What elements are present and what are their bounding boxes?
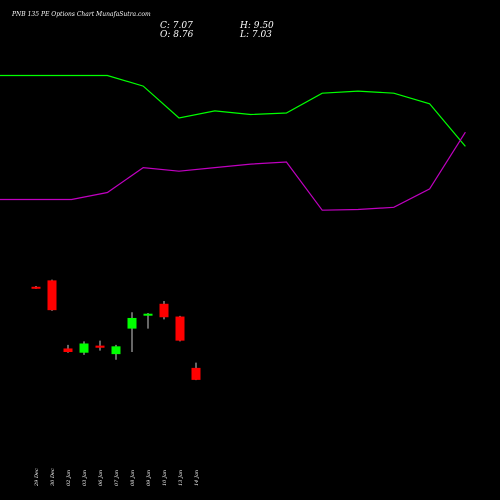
x-tick-label: 09 Jan [146, 470, 152, 486]
candle-06-jan [95, 340, 105, 351]
lower-band-line [0, 131, 466, 211]
candle-body [159, 303, 169, 318]
upper-band-line [0, 74, 466, 147]
x-tick-label: 14 Jan [194, 470, 200, 486]
x-tick-label: 03 Jan [82, 470, 88, 486]
open-value: O: 8.76 [160, 30, 194, 40]
low-value: L: 7.03 [239, 30, 272, 40]
candle-body [143, 313, 153, 316]
indicator-bands [0, 74, 466, 211]
candle-07-jan [111, 344, 121, 360]
x-tick-label: 02 Jan [66, 470, 72, 486]
candle-02-jan [63, 344, 73, 353]
candle-30-dec [47, 279, 57, 311]
candle-13-jan [175, 315, 185, 342]
x-tick-label: 13 Jan [178, 470, 184, 486]
candle-body [127, 317, 137, 329]
candle-14-jan [191, 362, 201, 381]
x-tick-label: 10 Jan [162, 470, 168, 486]
candle-body [175, 316, 185, 341]
x-tick-label: 30 Dec [50, 468, 56, 486]
candle-09-jan [143, 313, 153, 329]
candle-body [95, 345, 105, 348]
close-value: C: 7.07 [160, 21, 193, 31]
candle-03-jan [79, 341, 89, 355]
x-tick-label: 08 Jan [130, 470, 136, 486]
candle-body [63, 348, 73, 352]
high-value: H: 9.50 [239, 21, 274, 31]
x-tick-label: 07 Jan [114, 470, 120, 486]
chart-title: PNB 135 PE Options Chart MunafaSutra.com [11, 11, 151, 18]
candle-10-jan [159, 300, 169, 320]
candle-body [31, 286, 41, 289]
x-tick-label: 06 Jan [98, 470, 104, 486]
candle-body [111, 346, 121, 355]
x-tick-label: 29 Dec [34, 468, 40, 487]
candle-body [79, 343, 89, 353]
candle-29-dec [31, 286, 41, 289]
candle-08-jan [127, 312, 137, 352]
candle-body [47, 280, 57, 311]
x-tick-labels: 29 Dec 30 Dec 02 Jan 03 Jan 06 Jan 07 Jan 08 J… [34, 468, 200, 487]
candles-group [31, 279, 201, 381]
candle-body [191, 367, 201, 380]
